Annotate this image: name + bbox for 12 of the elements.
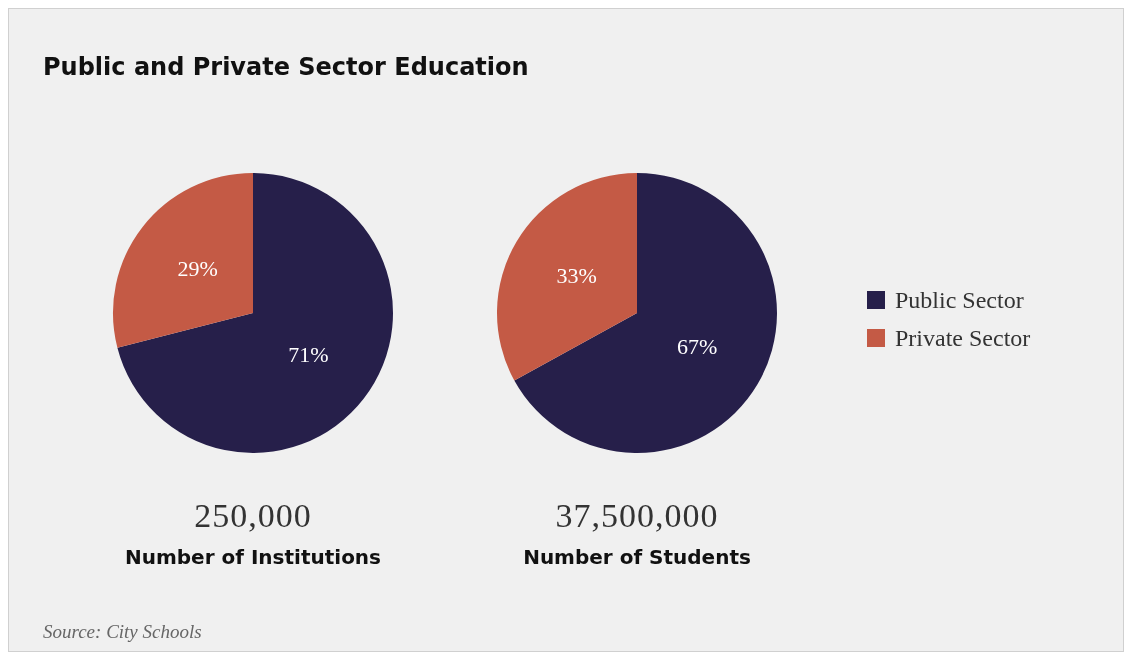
text: 37,500,000	[554, 497, 720, 535]
data-label: 33%	[556, 263, 597, 289]
legend-label: Public Sector	[895, 286, 1024, 314]
text: Number of Students	[522, 545, 752, 569]
data-label: 29%	[177, 255, 218, 281]
text: 250,000	[193, 497, 313, 535]
data-label: 67%	[677, 334, 718, 360]
data-label: 71%	[288, 341, 329, 367]
source-note: Source: City Schools	[43, 621, 202, 643]
legend-label: Private Sector	[895, 324, 1031, 352]
chart-title: Public and Private Sector Education	[43, 53, 529, 81]
text: Number of Institutions	[124, 545, 382, 569]
